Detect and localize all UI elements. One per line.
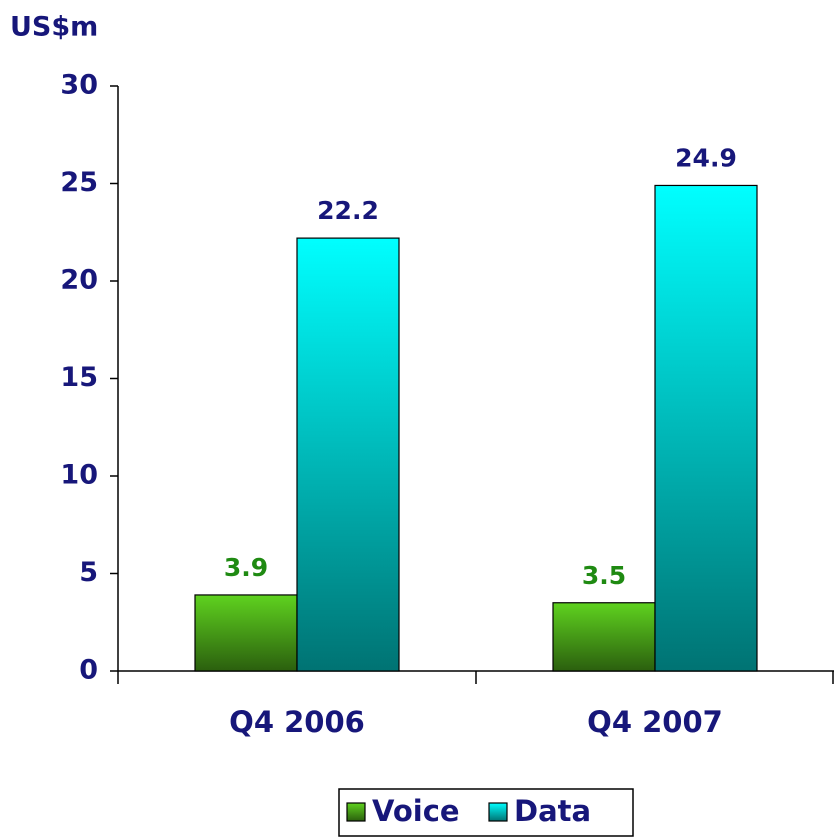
legend-label: Data xyxy=(514,794,591,828)
y-tick-label: 25 xyxy=(60,167,98,198)
y-tick-label: 30 xyxy=(60,70,98,101)
x-tick-label: Q4 2007 xyxy=(587,705,723,739)
value-label: 3.5 xyxy=(582,561,626,590)
legend-box xyxy=(338,788,634,837)
y-tick-label: 20 xyxy=(60,265,98,296)
y-tick-label: 15 xyxy=(60,362,98,393)
y-axis-label: US$m xyxy=(10,12,98,43)
value-label: 3.9 xyxy=(224,553,268,582)
legend-swatch xyxy=(488,802,508,822)
legend-label: Voice xyxy=(372,794,460,828)
bar xyxy=(654,184,758,672)
x-tick-label: Q4 2006 xyxy=(229,705,365,739)
value-label: 22.2 xyxy=(317,196,379,225)
bar xyxy=(194,594,298,672)
bar xyxy=(552,602,656,672)
y-tick-label: 10 xyxy=(60,460,98,491)
y-tick-label: 0 xyxy=(79,655,98,686)
value-label: 24.9 xyxy=(675,143,737,172)
legend-swatch xyxy=(346,802,366,822)
y-tick-label: 5 xyxy=(79,557,98,588)
bar xyxy=(296,237,400,672)
